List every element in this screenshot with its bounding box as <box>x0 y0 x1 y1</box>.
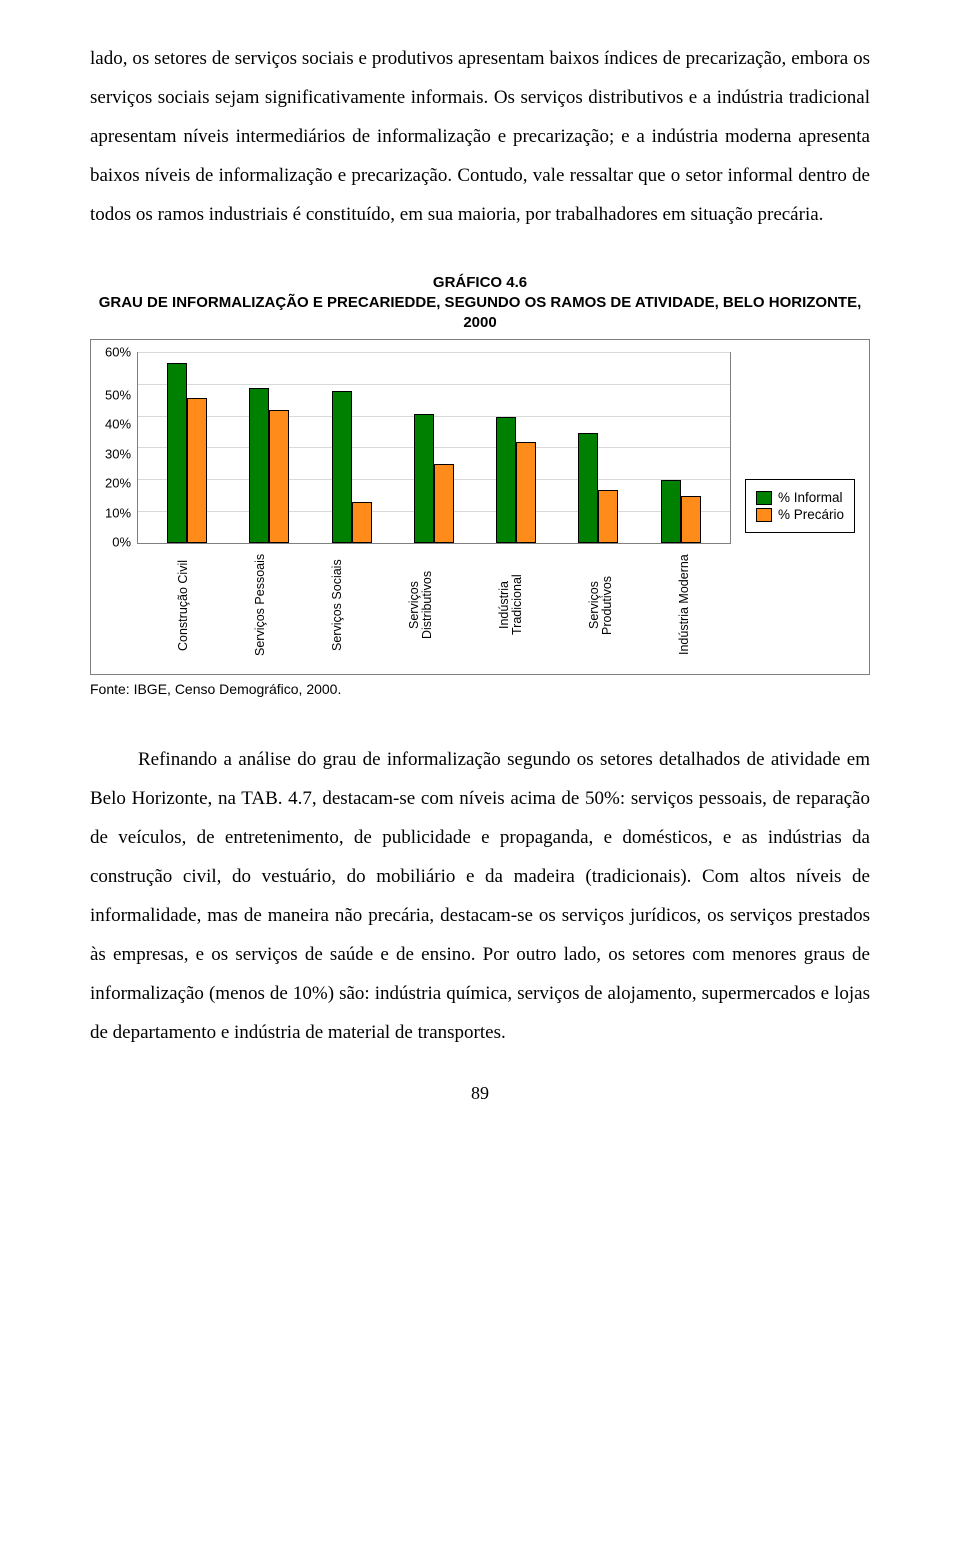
legend-label: % Precário <box>778 507 844 522</box>
legend-swatch <box>756 491 772 505</box>
bar <box>516 442 536 543</box>
chart-source: Fonte: IBGE, Censo Demográfico, 2000. <box>90 681 870 697</box>
bar <box>681 496 701 544</box>
bar <box>496 417 516 544</box>
y-tick: 10% <box>105 506 131 519</box>
x-label: Serviços Pessoais <box>254 550 267 660</box>
chart-heading-line2: GRAU DE INFORMALIZAÇÃO E PRECARIEDDE, SE… <box>99 294 862 331</box>
chart-heading-line1: GRÁFICO 4.6 <box>433 274 527 291</box>
bar-group <box>578 353 618 543</box>
bar <box>249 388 269 543</box>
bar-group <box>661 353 701 543</box>
x-label: Serviços Produtivos <box>588 550 614 660</box>
bar <box>187 398 207 544</box>
y-tick: 30% <box>105 447 131 460</box>
bar-chart: 60%50%40%30%20%10%0% Construção CivilSer… <box>105 352 855 660</box>
legend: % Informal % Precário <box>745 479 855 533</box>
bar <box>269 410 289 543</box>
bar <box>167 363 187 544</box>
x-axis: Construção Civil Serviços Pessoais Serviço… <box>137 544 731 660</box>
bar-group <box>496 353 536 543</box>
plot-area <box>137 352 731 544</box>
y-tick: 0% <box>112 536 131 549</box>
bar <box>661 480 681 543</box>
bar-group <box>249 353 289 543</box>
legend-row: % Precário <box>756 507 844 522</box>
y-tick: 20% <box>105 477 131 490</box>
bar-group <box>167 353 207 543</box>
y-tick: 50% <box>105 388 131 401</box>
bar <box>332 391 352 543</box>
x-label: Indústria Moderna <box>678 550 691 660</box>
chart-heading: GRÁFICO 4.6 GRAU DE INFORMALIZAÇÃO E PRE… <box>90 273 870 334</box>
bar-group <box>332 353 372 543</box>
chart-container: 60% 50% 40% 30% 20% 10% 0% Construção Civil Ser… <box>90 339 870 675</box>
y-tick: 40% <box>105 418 131 431</box>
bar-group <box>414 353 454 543</box>
page-number: 89 <box>90 1083 870 1104</box>
bar <box>598 490 618 544</box>
legend-row: % Informal <box>756 490 844 505</box>
bar <box>434 464 454 543</box>
x-label: Construção Civil <box>177 550 190 660</box>
paragraph-1: lado, os setores de serviços sociais e p… <box>90 40 870 235</box>
x-label: Serviços Sociais <box>331 550 344 660</box>
x-label: Indústria Tradicional <box>498 550 524 660</box>
y-axis: 60%50%40%30%20%10%0% <box>105 352 137 542</box>
bar <box>578 433 598 544</box>
x-label: Serviços Distributivos <box>408 550 434 660</box>
bar <box>352 502 372 543</box>
legend-swatch <box>756 508 772 522</box>
paragraph-2: Refinando a análise do grau de informali… <box>90 741 870 1053</box>
y-tick: 60% <box>105 346 131 359</box>
legend-label: % Informal <box>778 490 843 505</box>
bar <box>414 414 434 544</box>
